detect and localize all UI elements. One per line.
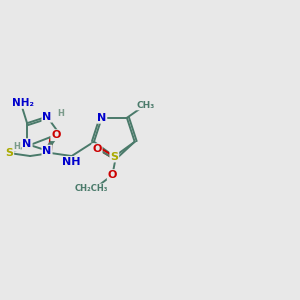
Text: N: N xyxy=(42,146,52,156)
Text: O: O xyxy=(108,170,117,180)
Text: S: S xyxy=(5,148,13,158)
Text: NH: NH xyxy=(62,157,81,167)
Text: O: O xyxy=(92,144,102,154)
Text: N: N xyxy=(42,112,52,122)
Text: O: O xyxy=(51,130,61,140)
Text: N: N xyxy=(22,139,32,149)
Text: H: H xyxy=(57,109,64,118)
Text: CH₂CH₃: CH₂CH₃ xyxy=(74,184,108,193)
Text: N: N xyxy=(97,113,106,123)
Text: NH₂: NH₂ xyxy=(12,98,34,108)
Text: H: H xyxy=(13,142,20,151)
Text: S: S xyxy=(110,152,118,161)
Text: CH₃: CH₃ xyxy=(136,100,155,109)
